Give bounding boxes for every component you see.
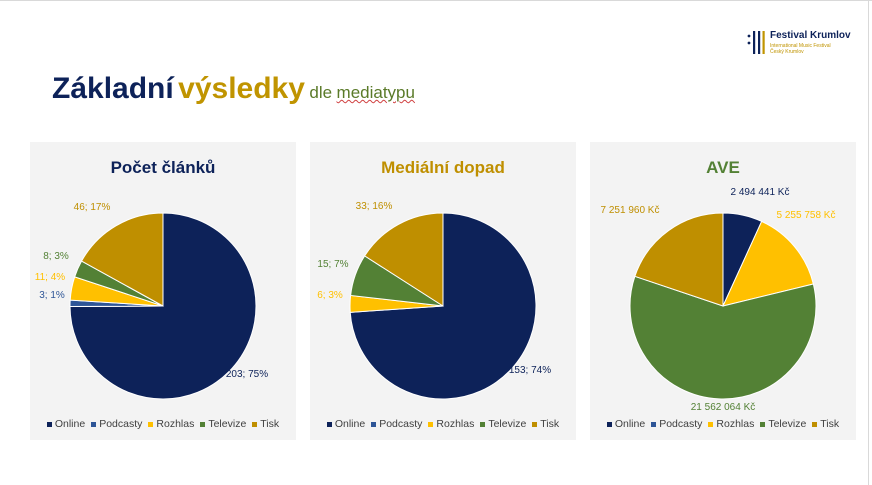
legend-label: Rozhlas bbox=[436, 418, 475, 430]
data-label-podcasty: 3; 1% bbox=[39, 290, 65, 301]
legend-item-tisk: Tisk bbox=[812, 418, 839, 430]
chart-panel-articles: Počet článků 203; 75% 3; 1% 11; 4% 8; 3% 46;… bbox=[30, 142, 296, 440]
legend-item-tisk: Tisk bbox=[252, 418, 279, 430]
legend-swatch bbox=[760, 421, 766, 427]
pie-slice-televize bbox=[629, 275, 817, 400]
top-border bbox=[0, 0, 872, 1]
legend-item-online: Online bbox=[326, 418, 366, 430]
legend-item-televize: Televize bbox=[760, 418, 806, 430]
legend-swatch bbox=[812, 421, 818, 427]
pie-slice-rozhlas bbox=[722, 220, 814, 307]
chart-title: Počet článků bbox=[110, 158, 216, 177]
legend-item-rozhlas: Rozhlas bbox=[148, 418, 194, 430]
data-label-televize: 21 562 064 Kč bbox=[691, 402, 756, 413]
legend-item-online: Online bbox=[606, 418, 646, 430]
festival-logo: Festival Krumlov International Music Fes… bbox=[746, 28, 856, 62]
legend-label: Rozhlas bbox=[716, 418, 755, 430]
data-label-rozhlas: 11; 4% bbox=[35, 272, 65, 283]
legend-swatch bbox=[200, 421, 206, 427]
chart-panel-media-impact: Mediální dopad 153; 74% 6; 3% 15; 7% 33; 16… bbox=[310, 142, 576, 440]
legend-item-rozhlas: Rozhlas bbox=[708, 418, 754, 430]
data-label-rozhlas: 5 255 758 Kč bbox=[777, 210, 836, 221]
title-part-3: dle bbox=[309, 83, 333, 102]
logo-name: Festival Krumlov bbox=[770, 30, 851, 41]
data-label-televize: 8; 3% bbox=[43, 251, 69, 262]
legend-swatch bbox=[252, 421, 258, 427]
pie-slice-tisk bbox=[80, 212, 164, 307]
legend-swatch bbox=[651, 421, 657, 427]
chart-title: Mediální dopad bbox=[381, 158, 505, 177]
legend-label: Online bbox=[54, 418, 86, 430]
legend-item-rozhlas: Rozhlas bbox=[428, 418, 474, 430]
title-part-4: mediatypu bbox=[336, 83, 415, 102]
legend-swatch bbox=[708, 421, 714, 427]
chart-legend: Online Podcasty Rozhlas Televize Tisk bbox=[310, 418, 576, 430]
page-title: Základní výsledky dle mediatypu bbox=[52, 72, 415, 106]
legend-swatch bbox=[371, 421, 377, 427]
data-label-tisk: 7 251 960 Kč bbox=[601, 205, 660, 216]
pie-chart-svg: 2 494 441 Kč 5 255 758 Kč 21 562 064 Kč 7 2… bbox=[601, 187, 836, 413]
data-label-televize: 15; 7% bbox=[317, 259, 348, 270]
legend-item-televize: Televize bbox=[200, 418, 246, 430]
data-label-tisk: 46; 17% bbox=[74, 202, 111, 213]
data-label-tisk: 33; 16% bbox=[356, 201, 393, 212]
data-label-online: 153; 74% bbox=[509, 365, 551, 376]
legend-item-podcasty: Podcasty bbox=[91, 418, 142, 430]
pie-chart-svg: 203; 75% 3; 1% 11; 4% 8; 3% 46; 17% bbox=[35, 202, 268, 400]
pie-slice-tisk bbox=[634, 212, 724, 307]
legend-label: Televize bbox=[208, 418, 247, 430]
data-label-rozhlas: 6; 3% bbox=[317, 290, 343, 301]
legend-label: Podcasty bbox=[99, 418, 143, 430]
legend-item-televize: Televize bbox=[480, 418, 526, 430]
pie-slice-tisk bbox=[363, 212, 444, 307]
chart-legend: Online Podcasty Rozhlas Televize Tisk bbox=[30, 418, 296, 430]
chart-title: AVE bbox=[706, 158, 740, 177]
chart-legend: Online Podcasty Rozhlas Televize Tisk bbox=[590, 418, 856, 430]
legend-swatch bbox=[46, 421, 52, 427]
legend-label: Online bbox=[614, 418, 646, 430]
legend-swatch bbox=[91, 421, 97, 427]
legend-label: Tisk bbox=[540, 418, 560, 430]
logo-subtitle-1: International Music Festival bbox=[770, 43, 831, 49]
legend-swatch bbox=[428, 421, 434, 427]
title-part-2: výsledky bbox=[178, 72, 305, 105]
legend-label: Tisk bbox=[820, 418, 840, 430]
legend-item-podcasty: Podcasty bbox=[651, 418, 702, 430]
pie-slice-online bbox=[69, 212, 257, 400]
legend-label: Televize bbox=[488, 418, 527, 430]
pie-chart-svg: 153; 74% 6; 3% 15; 7% 33; 16% bbox=[317, 201, 551, 400]
logo-subtitle-2: Český Krumlov bbox=[770, 49, 804, 55]
legend-item-tisk: Tisk bbox=[532, 418, 559, 430]
legend-swatch bbox=[480, 421, 486, 427]
title-part-1: Základní bbox=[52, 72, 174, 105]
legend-swatch bbox=[148, 421, 154, 427]
legend-swatch bbox=[606, 421, 612, 427]
data-label-online: 2 494 441 Kč bbox=[731, 187, 790, 198]
data-label-online: 203; 75% bbox=[226, 369, 268, 380]
legend-swatch bbox=[326, 421, 332, 427]
legend-label: Online bbox=[334, 418, 366, 430]
legend-label: Televize bbox=[768, 418, 807, 430]
legend-label: Tisk bbox=[260, 418, 280, 430]
legend-label: Rozhlas bbox=[156, 418, 195, 430]
chart-panel-ave: AVE 2 494 441 Kč 5 255 758 Kč 21 562 064 K… bbox=[590, 142, 856, 440]
right-border bbox=[868, 0, 869, 485]
legend-item-podcasty: Podcasty bbox=[371, 418, 422, 430]
legend-label: Podcasty bbox=[659, 418, 703, 430]
legend-swatch bbox=[532, 421, 538, 427]
festival-krumlov-logo-icon bbox=[747, 31, 765, 54]
legend-label: Podcasty bbox=[379, 418, 423, 430]
legend-item-online: Online bbox=[46, 418, 86, 430]
